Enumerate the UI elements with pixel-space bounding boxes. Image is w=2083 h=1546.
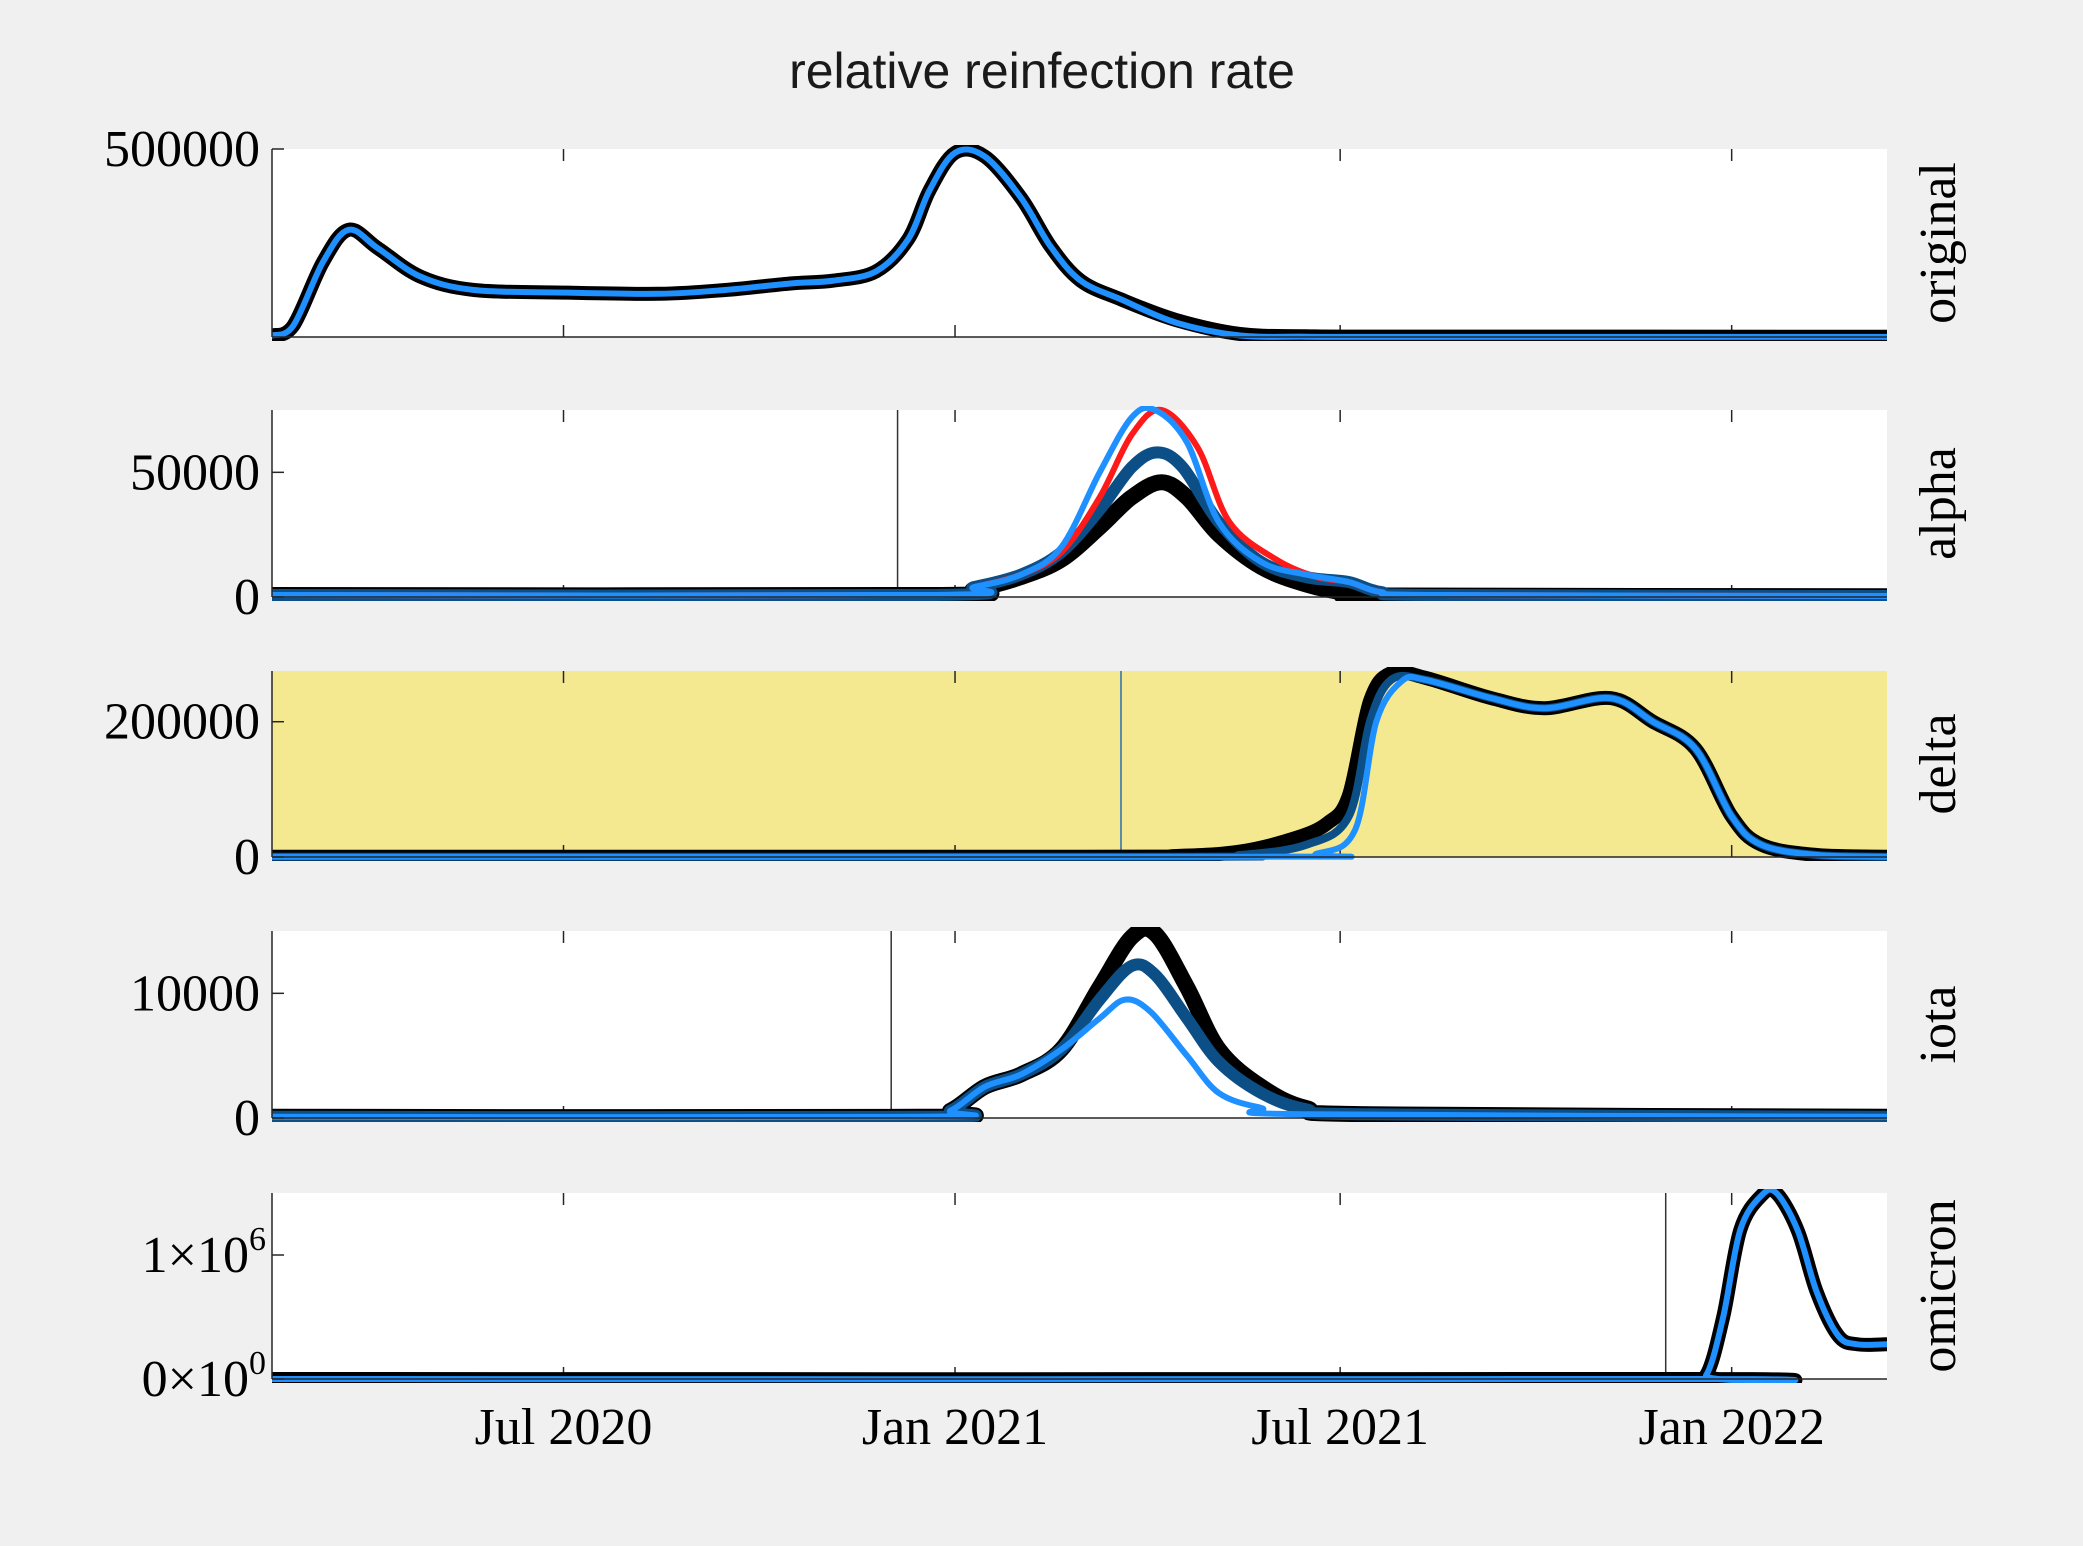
- y-tick-label: 0: [234, 569, 260, 626]
- x-tick-label: Jul 2021: [1251, 1399, 1429, 1456]
- x-tick-label: Jan 2022: [1639, 1399, 1825, 1456]
- chart-title: relative reinfection rate: [789, 43, 1295, 99]
- y-tick-label: 0: [234, 829, 260, 886]
- panels-group: 500000 original 0 50000 alpha 0 200000 delta 0 10…: [104, 121, 1967, 1456]
- panel-alpha: 0 50000 alpha: [130, 406, 1967, 626]
- panel-label-delta: delta: [1910, 713, 1967, 814]
- y-tick-label: 0: [234, 1090, 260, 1147]
- panel-label-iota: iota: [1910, 986, 1967, 1064]
- panel-delta: 0 200000 delta: [104, 667, 1967, 886]
- panel-background: [272, 1193, 1887, 1379]
- panel-label-omicron: omicron: [1910, 1199, 1967, 1372]
- x-tick-label: Jul 2020: [475, 1399, 653, 1456]
- y-tick-label: 1×106: [142, 1221, 266, 1284]
- panel-background: [272, 671, 1887, 857]
- panel-iota: 0 10000 iota: [130, 927, 1967, 1147]
- panel-label-alpha: alpha: [1910, 447, 1967, 560]
- series-group: [272, 406, 1887, 601]
- panel-original: 500000 original: [104, 121, 1967, 341]
- panel-label-original: original: [1910, 162, 1967, 324]
- y-tick-label: 0×100: [142, 1345, 266, 1408]
- panel-background: [272, 410, 1887, 597]
- y-tick-label: 50000: [130, 444, 260, 501]
- y-tick-label: 500000: [104, 121, 260, 178]
- y-tick-label: 200000: [104, 694, 260, 751]
- panel-background: [272, 149, 1887, 337]
- x-tick-label: Jan 2021: [862, 1399, 1048, 1456]
- series-group: [272, 927, 1887, 1122]
- series-line-light_blue: [272, 996, 1887, 1121]
- panel-omicron: 0×100 1×106 omicron: [142, 1189, 1967, 1408]
- y-tick-label: 10000: [130, 965, 260, 1022]
- series-line-light_blue: [272, 406, 1887, 599]
